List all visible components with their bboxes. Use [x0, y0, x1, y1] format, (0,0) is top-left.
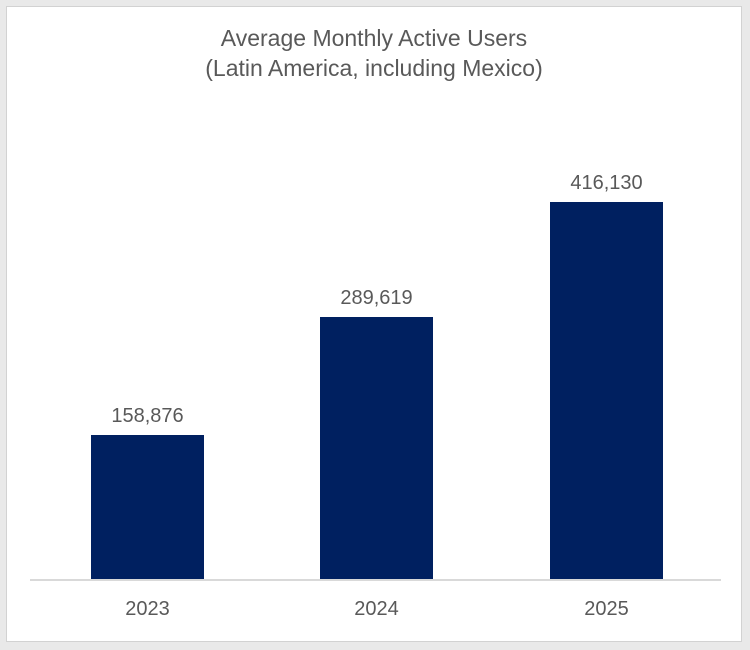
value-label-2025: 416,130: [570, 172, 643, 194]
chart-canvas: Average Monthly Active Users (Latin Amer…: [6, 6, 742, 642]
x-axis-line: [30, 579, 721, 581]
bar-2023: [91, 435, 204, 579]
plot-area: 158,876 2023 289,619 2024 416,130 2025: [7, 7, 741, 641]
chart-title: Average Monthly Active Users: [220, 25, 528, 51]
x-axis-label-2023: 2023: [125, 598, 170, 620]
value-label-2024: 289,619: [340, 287, 413, 309]
bar-2024: [320, 317, 433, 579]
x-axis-label-2025: 2025: [584, 598, 629, 620]
chart-subtitle: (Latin America, including Mexico): [205, 55, 543, 81]
x-axis-label-2024: 2024: [354, 598, 399, 620]
value-label-2023: 158,876: [111, 405, 184, 427]
bar-2025: [550, 202, 663, 579]
chart-title-block: Average Monthly Active Users (Latin Amer…: [7, 23, 741, 83]
